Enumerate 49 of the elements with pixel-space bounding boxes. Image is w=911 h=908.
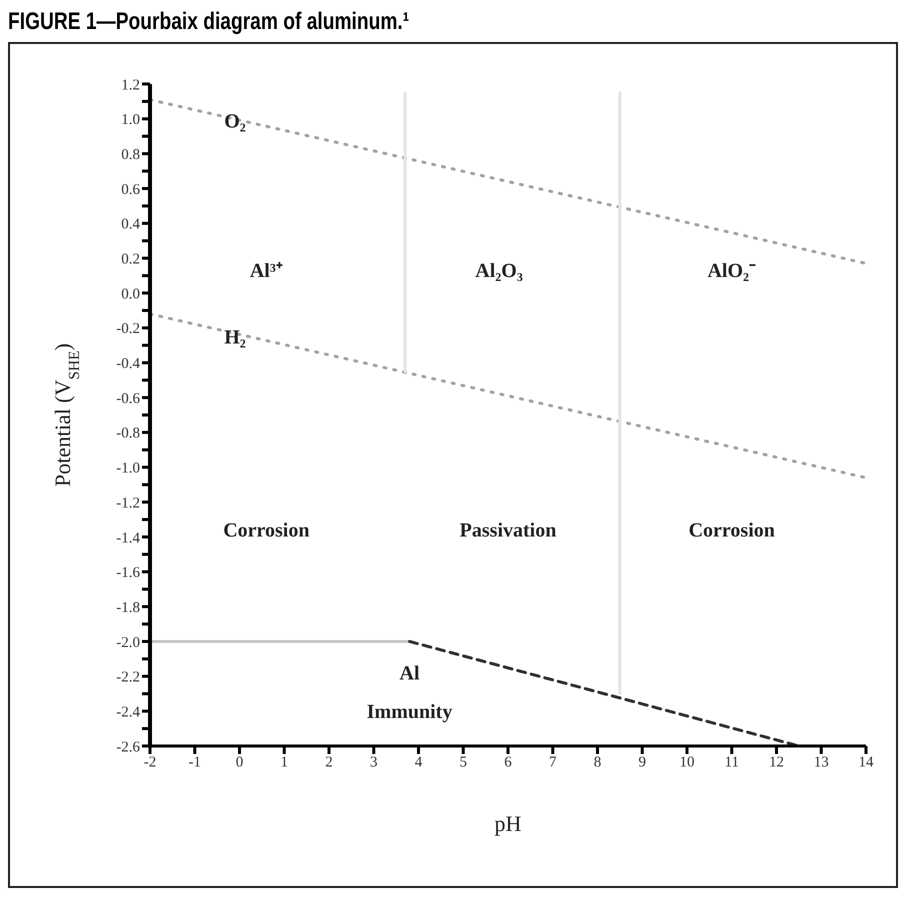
x-tick-label: 14 <box>858 754 874 771</box>
x-tick-label: 8 <box>594 754 602 771</box>
annotation: Corrosion <box>223 519 310 542</box>
x-tick-label: 9 <box>638 754 646 771</box>
annotation: Al³⁺ <box>250 260 283 282</box>
x-tick-label: 5 <box>460 754 467 771</box>
annotation: Corrosion <box>688 519 775 542</box>
y-tick-label: 0.4 <box>121 216 140 233</box>
y-tick-label: -0.4 <box>116 356 140 372</box>
x-tick-label: 0 <box>236 754 244 771</box>
x-axis-title: pH <box>494 811 522 836</box>
y-tick-label: -1.6 <box>116 565 140 582</box>
y-tick-label: -1.8 <box>116 600 140 616</box>
y-tick-label: 1.2 <box>121 77 140 94</box>
y-tick-label: -2.0 <box>116 634 140 651</box>
x-tick-label: 1 <box>280 754 288 771</box>
annotation: O₂ <box>224 110 246 132</box>
y-tick-label: 0.0 <box>121 286 140 302</box>
x-tick-label: 10 <box>680 754 694 771</box>
y-tick-label: -2.2 <box>116 670 140 686</box>
x-tick-label: 6 <box>504 754 512 771</box>
annotation: AlO₂⁻ <box>707 260 756 282</box>
x-tick-label: -2 <box>144 754 156 771</box>
annotation: H₂ <box>224 326 246 348</box>
y-tick-label: -1.2 <box>116 495 140 512</box>
x-tick-label: 11 <box>724 754 739 771</box>
annotation: Immunity <box>366 700 452 722</box>
x-tick-label: 12 <box>769 754 784 771</box>
y-tick-label: -2.6 <box>116 739 140 756</box>
x-tick-label: -1 <box>188 754 201 771</box>
chart-title: FIGURE 1—Pourbaix diagram of aluminum.¹ <box>8 8 410 37</box>
y-tick-label: 0.8 <box>121 147 140 164</box>
y-tick-label: -2.4 <box>116 704 140 720</box>
x-tick-label: 13 <box>814 754 829 771</box>
y-tick-label: 1.0 <box>121 112 140 128</box>
annotation: Al <box>400 662 420 684</box>
annotation: Al₂O₃ <box>475 260 523 282</box>
y-tick-label: -1.4 <box>116 530 140 546</box>
x-tick-label: 3 <box>370 754 378 771</box>
annotation: Passivation <box>460 519 556 542</box>
x-tick-label: 4 <box>414 754 423 771</box>
x-tick-label: 2 <box>325 754 333 771</box>
y-tick-label: -0.2 <box>116 321 140 338</box>
y-tick-label: 0.6 <box>121 182 140 198</box>
y-tick-label: -1.0 <box>116 460 140 477</box>
y-tick-label: -0.6 <box>116 390 140 407</box>
y-tick-label: 0.2 <box>121 252 140 268</box>
y-tick-label: -0.8 <box>116 426 140 442</box>
x-tick-label: 7 <box>549 754 557 771</box>
